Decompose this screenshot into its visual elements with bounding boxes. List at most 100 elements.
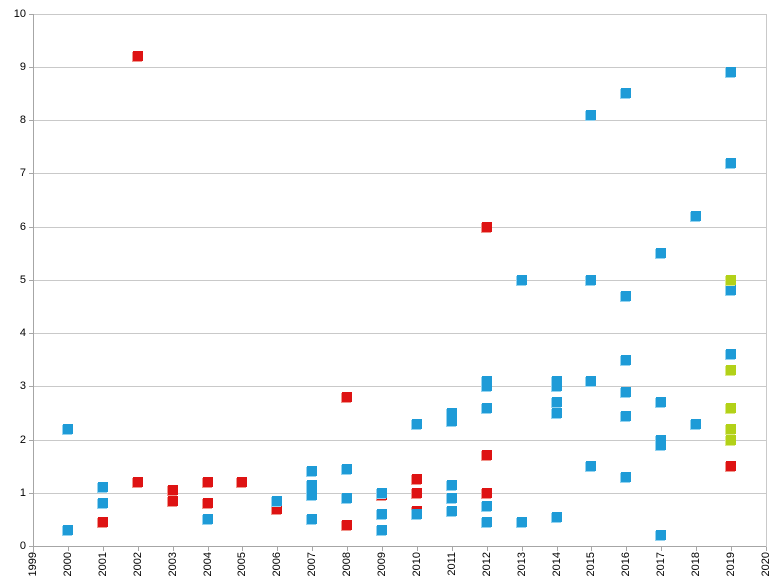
x-axis-tick <box>626 547 627 551</box>
y-axis-tick <box>29 227 33 228</box>
blue-series-marker <box>586 274 597 285</box>
blue-series-marker <box>656 434 667 445</box>
blue-series-marker <box>551 407 562 418</box>
y-axis-label: 3 <box>19 380 26 392</box>
blue-series-marker <box>377 509 388 520</box>
x-axis-tick <box>382 547 383 551</box>
blue-series-marker <box>516 274 527 285</box>
blue-series-marker <box>62 423 73 434</box>
x-axis-tick <box>103 547 104 551</box>
red-series-marker <box>481 450 492 461</box>
gridline <box>33 14 766 15</box>
blue-series-marker <box>656 530 667 541</box>
red-series-marker <box>132 51 143 62</box>
red-series-marker <box>202 498 213 509</box>
blue-series-marker <box>621 410 632 421</box>
x-axis-line <box>29 546 767 547</box>
blue-series-marker <box>377 487 388 498</box>
red-series-marker <box>167 485 178 496</box>
x-axis-tick <box>557 547 558 551</box>
blue-series-marker <box>586 461 597 472</box>
green-series-marker <box>726 274 737 285</box>
red-series-marker <box>237 477 248 488</box>
y-axis-label: 7 <box>19 167 26 179</box>
blue-series-marker <box>446 479 457 490</box>
red-series-marker <box>481 221 492 232</box>
x-axis-label: 1999 <box>27 552 39 577</box>
blue-series-marker <box>342 493 353 504</box>
x-axis-tick <box>312 547 313 551</box>
x-axis-tick <box>68 547 69 551</box>
y-axis-label: 9 <box>19 61 26 73</box>
y-axis-label: 5 <box>19 274 26 286</box>
x-axis-tick <box>661 547 662 551</box>
gridline <box>33 227 766 228</box>
x-axis-tick <box>417 547 418 551</box>
x-axis-label: 2010 <box>411 552 423 577</box>
y-axis-label: 6 <box>19 221 26 233</box>
x-axis-label: 2011 <box>446 552 458 576</box>
x-axis-label: 2012 <box>481 552 493 577</box>
blue-series-marker <box>446 493 457 504</box>
gridline <box>33 333 766 334</box>
y-axis-tick <box>29 67 33 68</box>
x-axis-label: 2006 <box>271 552 283 577</box>
x-axis-tick <box>138 547 139 551</box>
y-axis-label: 1 <box>19 487 26 499</box>
x-axis-label: 2019 <box>725 552 737 577</box>
red-series-marker <box>167 495 178 506</box>
y-axis-label: 10 <box>13 8 26 20</box>
x-axis-label: 2009 <box>376 552 388 577</box>
blue-series-marker <box>307 514 318 525</box>
x-axis-tick <box>347 547 348 551</box>
blue-series-marker <box>446 506 457 517</box>
x-axis-label: 2020 <box>760 552 772 577</box>
blue-series-marker <box>691 210 702 221</box>
y-axis-tick <box>29 333 33 334</box>
y-axis-label: 8 <box>19 114 26 126</box>
blue-series-marker <box>516 517 527 528</box>
blue-series-marker <box>586 375 597 386</box>
x-axis-tick <box>766 547 767 551</box>
y-axis-tick <box>29 14 33 15</box>
red-series-marker <box>342 391 353 402</box>
x-axis-label: 2004 <box>202 552 214 577</box>
blue-series-marker <box>656 248 667 259</box>
blue-series-marker <box>726 349 737 360</box>
blue-series-marker <box>307 466 318 477</box>
green-series-marker <box>726 402 737 413</box>
blue-series-marker <box>621 290 632 301</box>
blue-series-marker <box>446 407 457 418</box>
x-axis-label: 2014 <box>551 552 563 577</box>
blue-series-marker <box>97 482 108 493</box>
blue-series-marker <box>656 397 667 408</box>
y-axis-tick <box>29 493 33 494</box>
gridline <box>33 493 766 494</box>
blue-series-marker <box>411 509 422 520</box>
x-axis-tick <box>731 547 732 551</box>
blue-series-marker <box>621 88 632 99</box>
x-axis-tick <box>452 547 453 551</box>
blue-series-marker <box>307 490 318 501</box>
gridline <box>33 386 766 387</box>
blue-series-marker <box>446 415 457 426</box>
x-axis-tick <box>487 547 488 551</box>
blue-series-marker <box>272 495 283 506</box>
y-axis-tick <box>29 120 33 121</box>
red-series-marker <box>411 474 422 485</box>
green-series-marker <box>726 434 737 445</box>
x-axis-label: 2005 <box>236 552 248 577</box>
blue-series-marker <box>656 439 667 450</box>
blue-series-marker <box>586 109 597 120</box>
blue-series-marker <box>551 375 562 386</box>
x-axis-label: 2000 <box>62 552 74 577</box>
y-axis-tick <box>29 386 33 387</box>
y-axis-label: 4 <box>19 327 26 339</box>
x-axis-tick <box>242 547 243 551</box>
y-axis-tick <box>29 280 33 281</box>
green-series-marker <box>726 365 737 376</box>
red-series-marker <box>132 477 143 488</box>
blue-series-marker <box>551 381 562 392</box>
x-axis-tick <box>591 547 592 551</box>
blue-series-marker <box>481 375 492 386</box>
